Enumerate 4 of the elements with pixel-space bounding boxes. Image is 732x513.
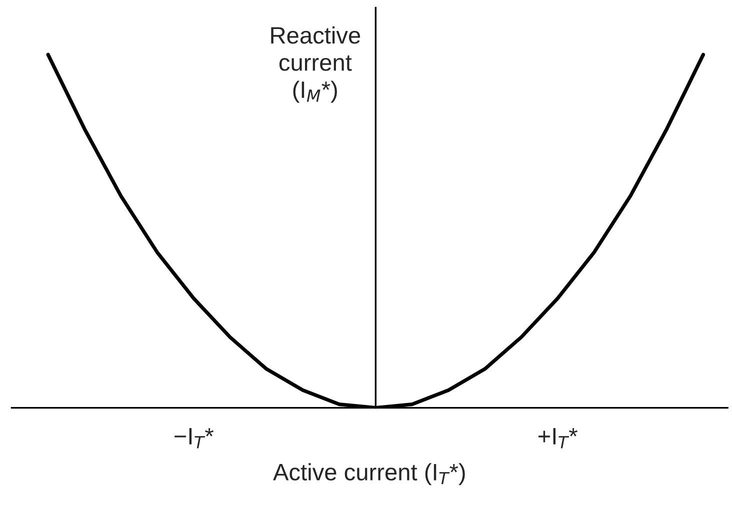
y-axis-title: Reactive current (I$_{M}$*): [271, 26, 360, 103]
x-tick-label: −I$_{T}$*: [174, 428, 214, 448]
x-axis-title: Active current (I$_{T}$*): [273, 463, 465, 486]
x-tick-label: +I$_{T}$*: [538, 428, 578, 448]
